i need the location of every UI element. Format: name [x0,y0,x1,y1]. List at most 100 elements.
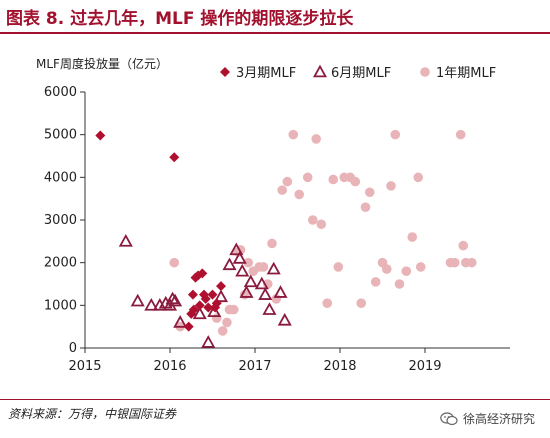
data-point [381,264,392,274]
data-point [360,202,371,212]
data-point [282,176,293,187]
data-point [187,289,198,300]
data-point [386,181,396,191]
chart-axes: 0 1000 2000 3000 4000 5000 6000 2015 2016 2017 201… [44,85,510,374]
data-point [201,335,216,348]
y-axis-label: MLF周度投放量（亿元） [36,56,168,71]
data-point [288,129,299,140]
x-tick-label: 2015 [68,359,101,374]
legend-label: 3月期MLF [236,66,296,81]
x-tick-label: 2017 [238,359,271,374]
data-point [211,298,222,309]
y-tick-label: 1000 [44,298,77,313]
legend-marker [220,67,230,77]
data-point [222,317,232,328]
legend-marker [312,64,328,78]
data-point [165,291,180,305]
data-point [328,174,339,185]
watermark-text: 徐高经济研究 [463,412,536,426]
x-tick-label: 2018 [323,359,356,374]
data-point [350,176,361,187]
data-point [333,262,344,272]
legend-label: 6月期MLF [331,66,391,81]
data-point [229,242,244,256]
title-rule [0,32,550,34]
y-tick-label: 0 [69,341,77,356]
data-point [235,263,250,277]
data-point [394,279,405,289]
chart-marks [95,129,477,348]
data-point [213,289,229,303]
data-point [267,238,277,249]
data-point [266,261,281,275]
data-point [262,302,277,315]
data-point [207,304,222,318]
data-point [311,134,322,144]
data-point [173,315,188,328]
data-point [243,257,253,268]
data-point [228,304,239,315]
data-point [239,285,254,298]
y-tick-label: 4000 [44,170,77,185]
data-point [130,293,145,307]
data-point [449,257,460,268]
y-tick-label: 2000 [44,256,77,271]
y-tick-label: 3000 [44,213,77,228]
data-point [200,293,211,304]
y-tick-label: 5000 [44,128,77,143]
data-point [316,219,327,230]
data-point [118,233,133,247]
data-point [258,287,273,300]
data-point [217,326,228,336]
data-point [258,262,269,272]
x-tick-label: 2019 [408,359,441,374]
data-point [390,129,401,140]
series-circle [169,129,477,336]
data-point [169,257,180,268]
watermark: 徐高经济研究 [440,410,535,427]
data-point [407,232,418,242]
data-point [302,172,313,183]
source-note: 资料来源：万得，中银国际证券 [8,407,177,421]
data-point [356,298,367,309]
series-triangle [118,233,292,348]
data-point [415,262,426,272]
data-point [277,185,288,195]
figure-title: 图表 8. 过去几年，MLF 操作的期限逐步拉长 [6,9,354,29]
data-point [192,306,207,320]
data-point [211,313,222,323]
data-point [207,289,218,300]
chart-legend: 3月期MLF 6月期MLF 1年期MLF [220,64,496,81]
data-point [197,268,208,279]
data-point [144,297,159,311]
legend-label: 1年期MLF [436,66,496,81]
data-point [168,293,183,307]
data-point [232,251,247,264]
data-point [466,257,477,268]
data-point [273,285,288,298]
wechat-icon [440,411,458,425]
data-point [203,302,214,313]
x-tick-label: 2016 [153,359,186,374]
data-point [413,172,424,183]
data-point [294,189,305,200]
footer-rule [0,399,550,400]
legend-marker [420,67,430,77]
data-point [169,152,180,163]
data-point [322,298,333,309]
data-point [216,281,226,292]
data-point [370,277,381,287]
data-point [188,304,199,315]
data-point [401,266,412,277]
data-point [455,129,466,140]
data-point [254,276,269,290]
series-diamond [95,130,226,332]
data-point [364,187,375,198]
data-point [183,321,194,332]
data-point [458,240,469,251]
data-point [277,312,292,326]
y-tick-label: 6000 [44,85,77,100]
data-point [95,130,106,141]
data-point [308,215,318,225]
